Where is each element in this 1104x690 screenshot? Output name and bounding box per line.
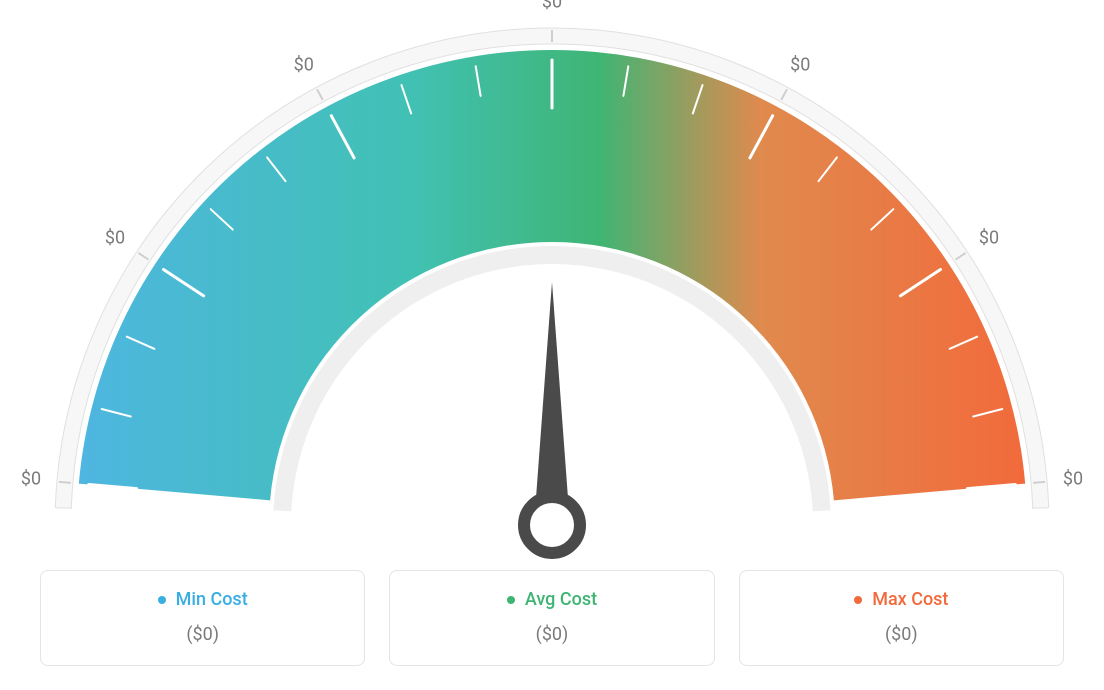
min-cost-label: Min Cost — [176, 589, 248, 610]
min-dot-icon — [158, 596, 166, 604]
max-cost-label: Max Cost — [872, 589, 948, 610]
gauge-tick-label: $0 — [790, 54, 810, 75]
max-dot-icon — [854, 596, 862, 604]
avg-cost-card: Avg Cost ($0) — [389, 570, 714, 666]
avg-dot-icon — [507, 596, 515, 604]
min-cost-card: Min Cost ($0) — [40, 570, 365, 666]
max-cost-value: ($0) — [760, 624, 1043, 645]
cost-cards-row: Min Cost ($0) Avg Cost ($0) Max Cost ($0… — [0, 570, 1104, 666]
avg-cost-value: ($0) — [410, 624, 693, 645]
gauge-tick-label: $0 — [979, 227, 999, 248]
avg-cost-label: Avg Cost — [525, 589, 597, 610]
min-cost-value: ($0) — [61, 624, 344, 645]
gauge-tick-label: $0 — [1063, 469, 1083, 490]
max-cost-card: Max Cost ($0) — [739, 570, 1064, 666]
gauge-tick-label: $0 — [542, 0, 562, 13]
gauge-tick-label: $0 — [105, 227, 125, 248]
gauge-chart: $0 $0 $0 $0 $0 $0 $0 — [0, 0, 1104, 560]
gauge-tick-label: $0 — [294, 54, 314, 75]
gauge-svg — [0, 0, 1104, 560]
gauge-tick-label: $0 — [21, 469, 41, 490]
